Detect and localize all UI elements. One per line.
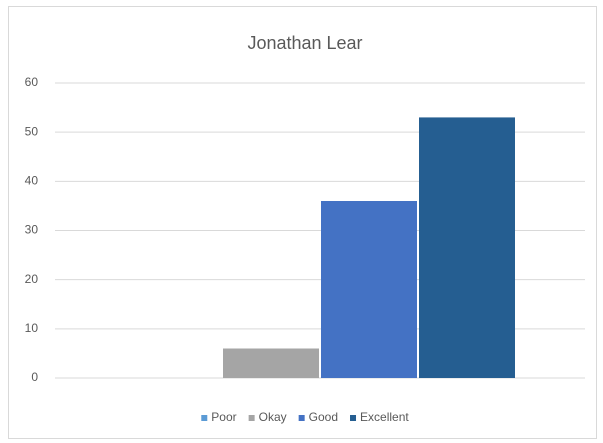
legend-label: Poor bbox=[211, 410, 236, 424]
legend-swatch bbox=[350, 415, 357, 421]
legend-swatch bbox=[248, 415, 255, 421]
y-tick-label: 0 bbox=[31, 370, 38, 384]
bar bbox=[419, 117, 515, 379]
y-tick-label: 40 bbox=[25, 174, 39, 188]
legend-swatch bbox=[201, 415, 208, 421]
bar bbox=[223, 348, 319, 378]
y-tick-label: 20 bbox=[25, 272, 39, 286]
legend-label: Okay bbox=[259, 410, 287, 424]
y-tick-label: 50 bbox=[25, 124, 39, 138]
legend-label: Excellent bbox=[360, 410, 409, 424]
y-tick-label: 10 bbox=[25, 321, 39, 335]
chart-title: Jonathan Lear bbox=[247, 33, 362, 53]
y-tick-label: 60 bbox=[25, 75, 39, 89]
bar bbox=[321, 201, 417, 378]
legend-label: Good bbox=[309, 410, 338, 424]
y-tick-label: 30 bbox=[25, 223, 39, 237]
legend-swatch bbox=[298, 415, 305, 421]
